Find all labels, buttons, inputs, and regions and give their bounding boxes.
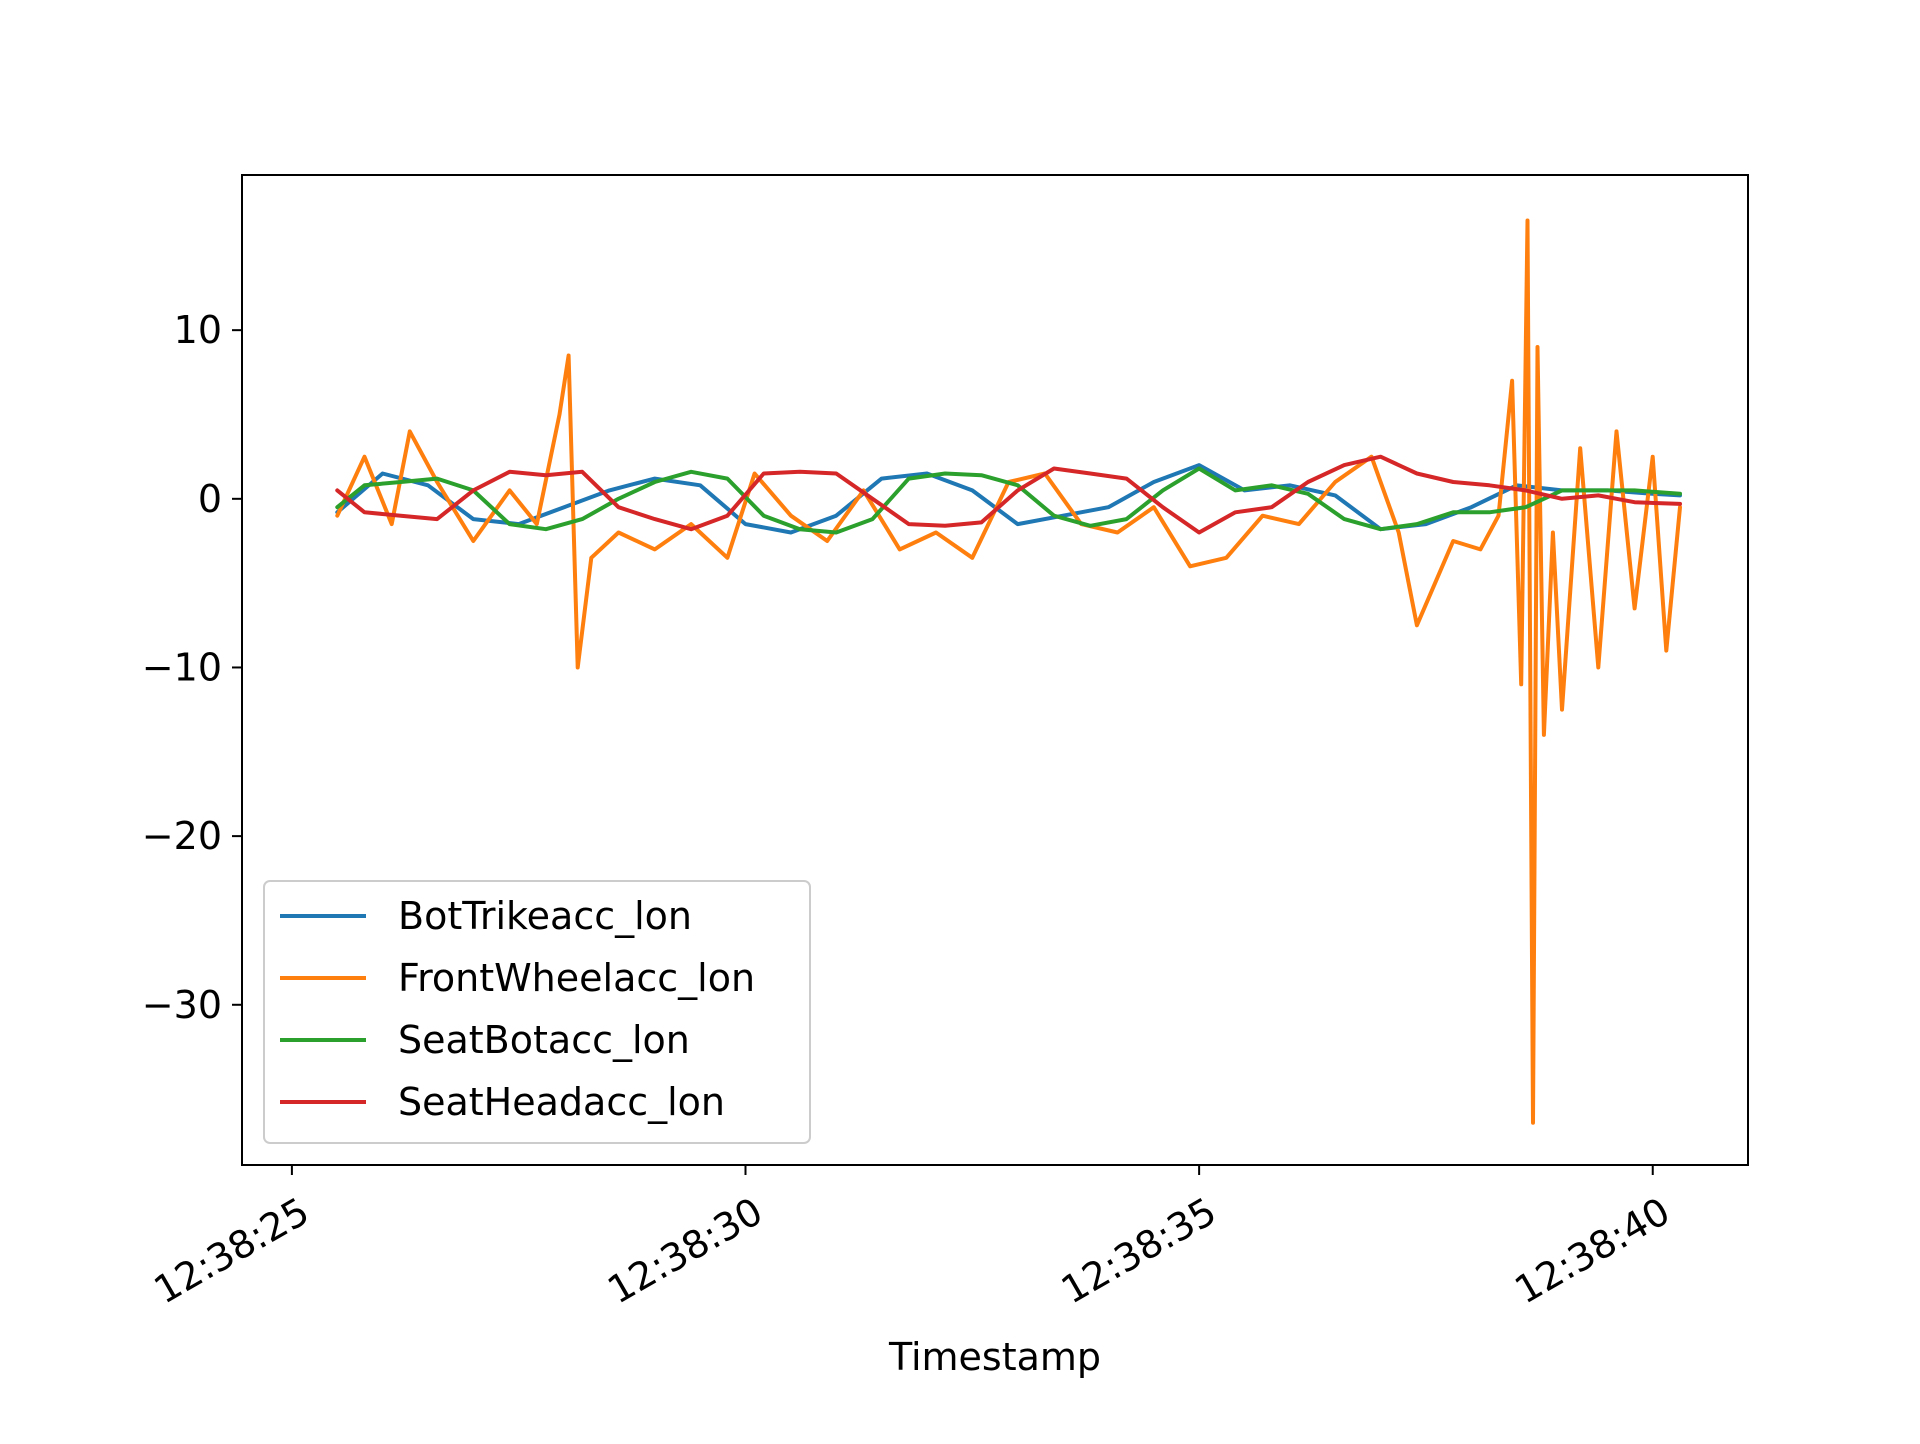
series-line-SeatBotacc_lon [335,466,1682,535]
legend-label: SeatHeadacc_lon [398,1080,725,1124]
legend-box [263,880,811,1144]
series-line-SeatHeadacc_lon [335,454,1682,535]
legend-label: BotTrikeacc_lon [398,894,692,938]
y-tick-label: 0 [198,477,222,521]
series-line-FrontWheelacc_lon [335,218,1682,1125]
series-line-BotTrikeacc_lon [335,463,1682,535]
legend-label: SeatBotacc_lon [398,1018,690,1062]
legend: BotTrikeacc_lon FrontWheelacc_lon SeatBota… [263,880,811,1144]
y-axis: 10 0 −10 −20 −30 [142,308,242,1027]
y-tick-label: 10 [174,308,222,352]
legend-label: FrontWheelacc_lon [398,956,755,1000]
x-axis-label: Timestamp [888,1335,1101,1379]
y-tick-label: −30 [142,983,222,1027]
y-tick-label: −20 [142,814,222,858]
series-layer [335,218,1682,1125]
y-tick-label: −10 [142,645,222,689]
plot-frame [241,174,1749,1166]
